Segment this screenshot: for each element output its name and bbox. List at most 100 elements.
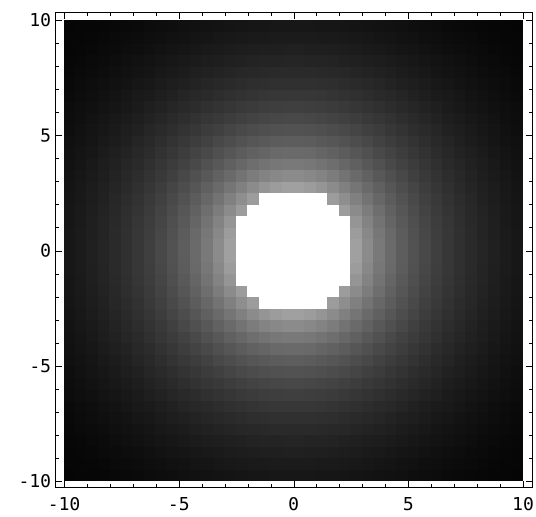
heatmap-cell: [350, 204, 363, 216]
heatmap-cell: [75, 423, 87, 435]
heatmap-cell: [511, 285, 523, 297]
heatmap-cell: [201, 123, 214, 136]
heatmap-cell: [327, 204, 340, 216]
heatmap-cell: [350, 342, 363, 355]
heatmap-cell: [167, 262, 179, 274]
heatmap-cell: [75, 204, 87, 216]
heatmap-cell: [155, 135, 168, 147]
heatmap-cell: [167, 123, 179, 136]
heatmap-cell: [465, 446, 478, 458]
heatmap-cell: [282, 400, 294, 412]
heatmap-cell: [339, 285, 351, 297]
heatmap-cell: [396, 423, 409, 435]
heatmap-cell: [339, 354, 351, 366]
heatmap-cell: [454, 158, 466, 170]
heatmap-cell: [121, 158, 133, 170]
heatmap-cell: [350, 227, 363, 239]
heatmap-cell: [339, 308, 351, 320]
heatmap-cell: [454, 181, 466, 193]
heatmap-cell: [477, 296, 489, 309]
heatmap-cell: [419, 54, 432, 67]
heatmap-cell: [132, 434, 145, 447]
heatmap-cell: [339, 31, 351, 44]
heatmap-cell: [201, 296, 214, 309]
heatmap-cell: [419, 158, 432, 170]
heatmap-cell: [247, 342, 260, 355]
heatmap-cell: [454, 204, 466, 216]
heatmap-cell: [75, 469, 87, 481]
heatmap-cell: [132, 89, 145, 101]
heatmap-cell: [488, 169, 501, 182]
heatmap-cell: [511, 342, 523, 355]
heatmap-cell: [408, 20, 420, 32]
heatmap-cell: [454, 354, 466, 366]
heatmap-cell: [465, 169, 478, 182]
heatmap-cell: [431, 296, 443, 309]
heatmap-cell: [86, 354, 99, 366]
heatmap-cell: [350, 388, 363, 401]
heatmap-cell: [201, 411, 214, 424]
heatmap-cell: [316, 181, 328, 193]
heatmap-cell: [373, 365, 386, 378]
heatmap-cell: [109, 31, 122, 44]
heatmap-cell: [304, 31, 317, 44]
heatmap-cell: [213, 457, 225, 470]
heatmap-cell: [396, 262, 409, 274]
heatmap-cell: [75, 446, 87, 458]
heatmap-cell: [385, 342, 397, 355]
heatmap-cell: [282, 31, 294, 44]
heatmap-cell: [224, 285, 237, 297]
heatmap-cell: [75, 66, 87, 78]
heatmap-cell: [236, 342, 248, 355]
heatmap-cell: [385, 77, 397, 90]
heatmap-cell: [316, 204, 328, 216]
heatmap-cell: [247, 227, 260, 239]
heatmap-cell: [144, 457, 156, 470]
heatmap-cell: [362, 469, 374, 481]
heatmap-cell: [75, 31, 87, 44]
heatmap-cell: [327, 77, 340, 90]
heatmap-cell: [236, 411, 248, 424]
heatmap-cell: [362, 285, 374, 297]
heatmap-cell: [213, 135, 225, 147]
heatmap-cell: [259, 89, 271, 101]
heatmap-cell: [419, 192, 432, 205]
heatmap-cell: [339, 54, 351, 67]
heatmap-cell: [385, 100, 397, 113]
heatmap-cell: [339, 319, 351, 332]
heatmap-cell: [247, 20, 260, 32]
heatmap-cell: [362, 250, 374, 263]
heatmap-cell: [259, 77, 271, 90]
heatmap-cell: [431, 354, 443, 366]
heatmap-cell: [167, 285, 179, 297]
heatmap-cell: [304, 135, 317, 147]
heatmap-cell: [132, 250, 145, 263]
heatmap-cell: [431, 331, 443, 343]
heatmap-cell: [362, 43, 374, 55]
heatmap-cell: [178, 227, 191, 239]
heatmap-cell: [98, 273, 110, 286]
heatmap-cell: [86, 342, 99, 355]
heatmap-cell: [316, 411, 328, 424]
heatmap-cell: [201, 423, 214, 435]
heatmap-cell: [144, 331, 156, 343]
heatmap-cell: [121, 181, 133, 193]
heatmap-cell: [132, 54, 145, 67]
heatmap-cell: [419, 227, 432, 239]
heatmap-cell: [167, 377, 179, 389]
heatmap-cell: [350, 457, 363, 470]
heatmap-cell: [98, 331, 110, 343]
heatmap-cell: [213, 31, 225, 44]
heatmap-cell: [327, 434, 340, 447]
heatmap-cell: [500, 400, 512, 412]
heatmap-cell: [419, 262, 432, 274]
heatmap-cell: [339, 227, 351, 239]
heatmap-cell: [442, 204, 455, 216]
heatmap-cell: [408, 89, 420, 101]
heatmap-cell: [396, 215, 409, 228]
heatmap-cell: [442, 423, 455, 435]
heatmap-cell: [86, 20, 99, 32]
heatmap-cell: [86, 169, 99, 182]
heatmap-cell: [362, 54, 374, 67]
heatmap-cell: [396, 135, 409, 147]
